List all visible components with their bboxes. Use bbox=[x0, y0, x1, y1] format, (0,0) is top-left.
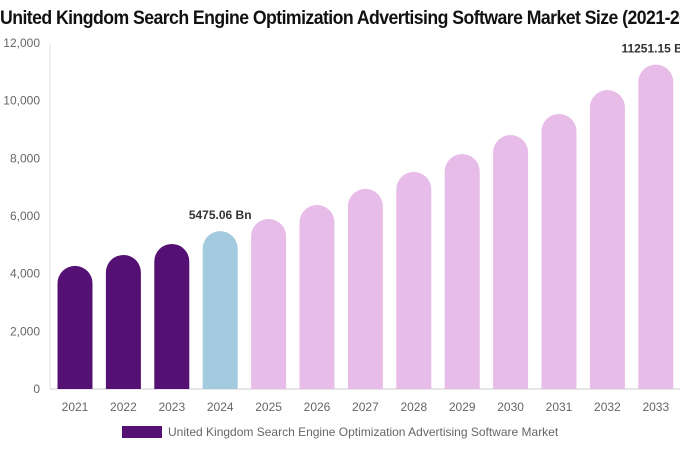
y-tick-label: 8,000 bbox=[10, 151, 40, 165]
x-tick-label: 2022 bbox=[110, 400, 137, 414]
x-tick-label: 2032 bbox=[594, 400, 621, 414]
bar-2021 bbox=[57, 265, 93, 389]
chart-title: United Kingdom Search Engine Optimizatio… bbox=[0, 8, 680, 29]
bar-2026 bbox=[299, 205, 335, 389]
bar-2023 bbox=[154, 243, 190, 389]
legend-swatch bbox=[122, 426, 162, 438]
y-tick-label: 12,000 bbox=[3, 36, 40, 50]
data-label: 5475.06 Bn bbox=[189, 208, 252, 222]
x-tick-label: 2029 bbox=[449, 400, 476, 414]
x-tick-label: 2030 bbox=[497, 400, 524, 414]
bar-2025 bbox=[251, 218, 287, 389]
bar-2028 bbox=[396, 171, 432, 389]
bar-2022 bbox=[105, 254, 141, 389]
y-tick-label: 6,000 bbox=[10, 209, 40, 223]
x-tick-label: 2033 bbox=[642, 400, 669, 414]
y-tick-label: 4,000 bbox=[10, 267, 40, 281]
x-tick-label: 2025 bbox=[255, 400, 282, 414]
bar-2024 bbox=[202, 231, 238, 389]
bar-2032 bbox=[589, 89, 625, 389]
bar-2031 bbox=[541, 113, 577, 389]
data-label: 11251.15 Bn bbox=[621, 42, 680, 56]
y-tick-label: 10,000 bbox=[3, 94, 40, 108]
bar-2027 bbox=[347, 188, 383, 389]
x-tick-label: 2023 bbox=[158, 400, 185, 414]
x-tick-label: 2026 bbox=[304, 400, 331, 414]
bar-2029 bbox=[444, 154, 480, 389]
y-tick-label: 2,000 bbox=[10, 324, 40, 338]
x-tick-label: 2028 bbox=[400, 400, 427, 414]
y-tick-label: 0 bbox=[33, 382, 40, 396]
legend-label: United Kingdom Search Engine Optimizatio… bbox=[168, 425, 559, 439]
x-tick-label: 2024 bbox=[207, 400, 234, 414]
bar-2033 bbox=[638, 64, 674, 389]
bar-2030 bbox=[493, 135, 529, 389]
x-tick-label: 2031 bbox=[546, 400, 573, 414]
x-tick-label: 2021 bbox=[62, 400, 89, 414]
x-tick-label: 2027 bbox=[352, 400, 379, 414]
legend: United Kingdom Search Engine Optimizatio… bbox=[122, 425, 558, 439]
